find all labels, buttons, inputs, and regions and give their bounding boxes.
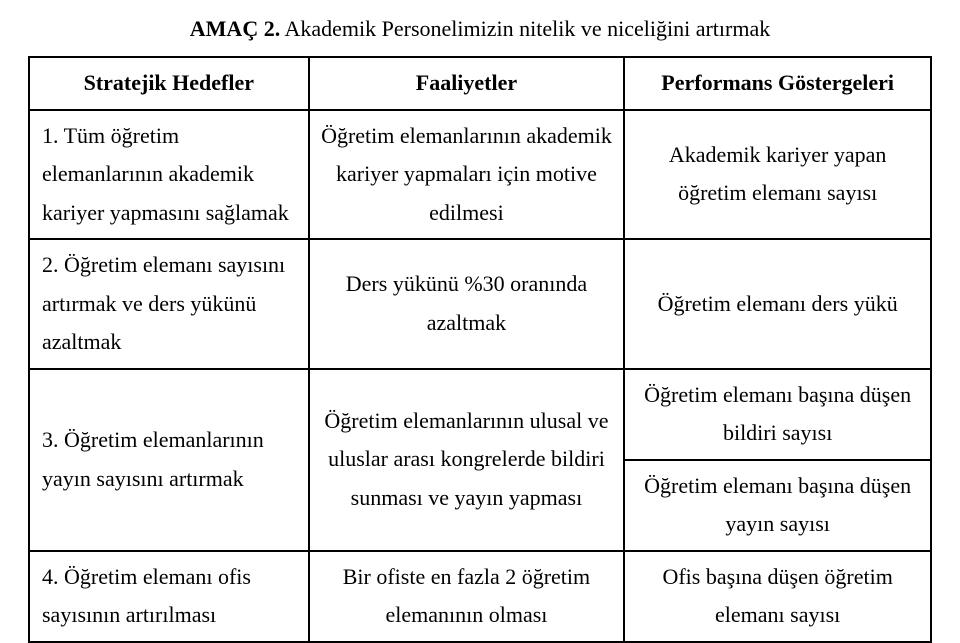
table-row: 3. Öğretim elemanlarının yayın sayısını … (29, 369, 931, 460)
goals-table: Stratejik Hedefler Faaliyetler Performan… (28, 56, 932, 643)
cell-gosterge-b: Öğretim elemanı başına düşen yayın sayıs… (624, 460, 931, 551)
table-row: 2. Öğretim elemanı sayısını artırmak ve … (29, 239, 931, 369)
cell-faaliyet: Öğretim elemanlarının ulusal ve uluslar … (309, 369, 625, 551)
cell-hedef: 3. Öğretim elemanlarının yayın sayısını … (29, 369, 309, 551)
cell-gosterge-a: Öğretim elemanı başına düşen bildiri say… (624, 369, 931, 460)
page-container: AMAÇ 2. Akademik Personelimizin nitelik … (0, 0, 960, 627)
cell-faaliyet: Öğretim elemanlarının akademik kariyer y… (309, 110, 625, 240)
table-row: 4. Öğretim elemanı ofis sayısının artırı… (29, 551, 931, 642)
table-header-row: Stratejik Hedefler Faaliyetler Performan… (29, 57, 931, 110)
cell-faaliyet: Bir ofiste en fazla 2 öğretim elemanının… (309, 551, 625, 642)
table-row: 1. Tüm öğretim elemanlarının akademik ka… (29, 110, 931, 240)
header-hedefler: Stratejik Hedefler (29, 57, 309, 110)
cell-gosterge: Ofis başına düşen öğretim elemanı sayısı (624, 551, 931, 642)
header-faaliyetler: Faaliyetler (309, 57, 625, 110)
cell-hedef: 1. Tüm öğretim elemanlarının akademik ka… (29, 110, 309, 240)
cell-gosterge: Akademik kariyer yapan öğretim elemanı s… (624, 110, 931, 240)
header-gostergeler: Performans Göstergeleri (624, 57, 931, 110)
cell-faaliyet: Ders yükünü %30 oranında azaltmak (309, 239, 625, 369)
cell-hedef: 2. Öğretim elemanı sayısını artırmak ve … (29, 239, 309, 369)
title-rest: Akademik Personelimizin nitelik ve nicel… (280, 16, 770, 41)
title-prefix: AMAÇ 2. (190, 16, 280, 41)
page-title: AMAÇ 2. Akademik Personelimizin nitelik … (28, 16, 932, 42)
cell-hedef: 4. Öğretim elemanı ofis sayısının artırı… (29, 551, 309, 642)
cell-gosterge: Öğretim elemanı ders yükü (624, 239, 931, 369)
